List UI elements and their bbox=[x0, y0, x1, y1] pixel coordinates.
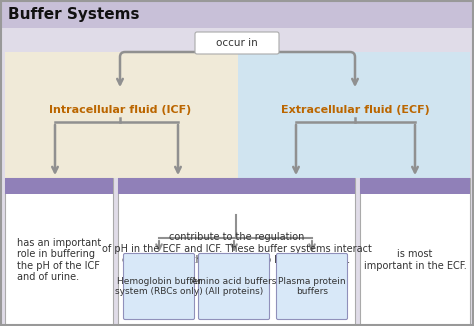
Bar bbox=[238, 52, 470, 178]
Bar bbox=[360, 178, 470, 326]
Text: Plasma protein
buffers: Plasma protein buffers bbox=[278, 277, 346, 296]
FancyBboxPatch shape bbox=[276, 254, 347, 319]
Bar bbox=[360, 178, 470, 194]
Text: Hemoglobin buffer
system (RBCs only): Hemoglobin buffer system (RBCs only) bbox=[115, 277, 203, 296]
Text: is most
important in the ECF.: is most important in the ECF. bbox=[364, 249, 466, 271]
FancyBboxPatch shape bbox=[199, 254, 270, 319]
Text: occur in: occur in bbox=[216, 38, 258, 48]
Bar bbox=[0, 0, 474, 28]
Text: Intracellular fluid (ICF): Intracellular fluid (ICF) bbox=[49, 105, 191, 115]
Bar bbox=[5, 178, 113, 326]
Bar bbox=[118, 178, 355, 194]
Text: has an important
role in buffering
the pH of the ICF
and of urine.: has an important role in buffering the p… bbox=[17, 238, 101, 282]
Bar bbox=[5, 178, 113, 194]
Text: Buffer Systems: Buffer Systems bbox=[8, 7, 139, 22]
FancyBboxPatch shape bbox=[195, 32, 279, 54]
FancyBboxPatch shape bbox=[124, 254, 194, 319]
Bar bbox=[5, 52, 238, 178]
Bar bbox=[118, 178, 355, 326]
Text: Amino acid buffers
(All proteins): Amino acid buffers (All proteins) bbox=[191, 277, 277, 296]
Text: Extracellular fluid (ECF): Extracellular fluid (ECF) bbox=[281, 105, 429, 115]
Text: contribute to the regulation
of pH in the ECF and ICF. These buffer systems inte: contribute to the regulation of pH in th… bbox=[101, 232, 372, 265]
